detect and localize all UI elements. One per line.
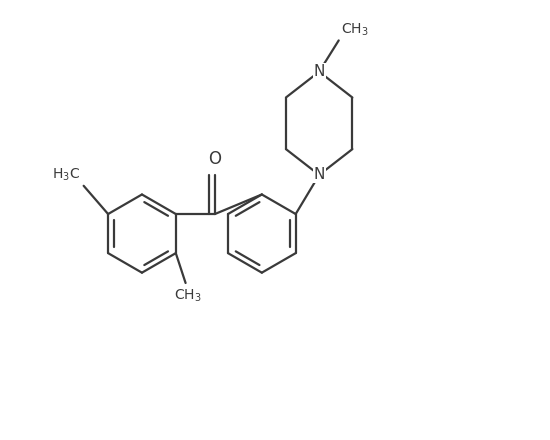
Text: CH$_3$: CH$_3$ [342, 21, 369, 38]
Text: H$_3$C: H$_3$C [52, 167, 80, 183]
Text: N: N [314, 168, 325, 183]
Text: N: N [314, 64, 325, 79]
Text: CH$_3$: CH$_3$ [174, 287, 202, 304]
Text: O: O [208, 150, 222, 169]
